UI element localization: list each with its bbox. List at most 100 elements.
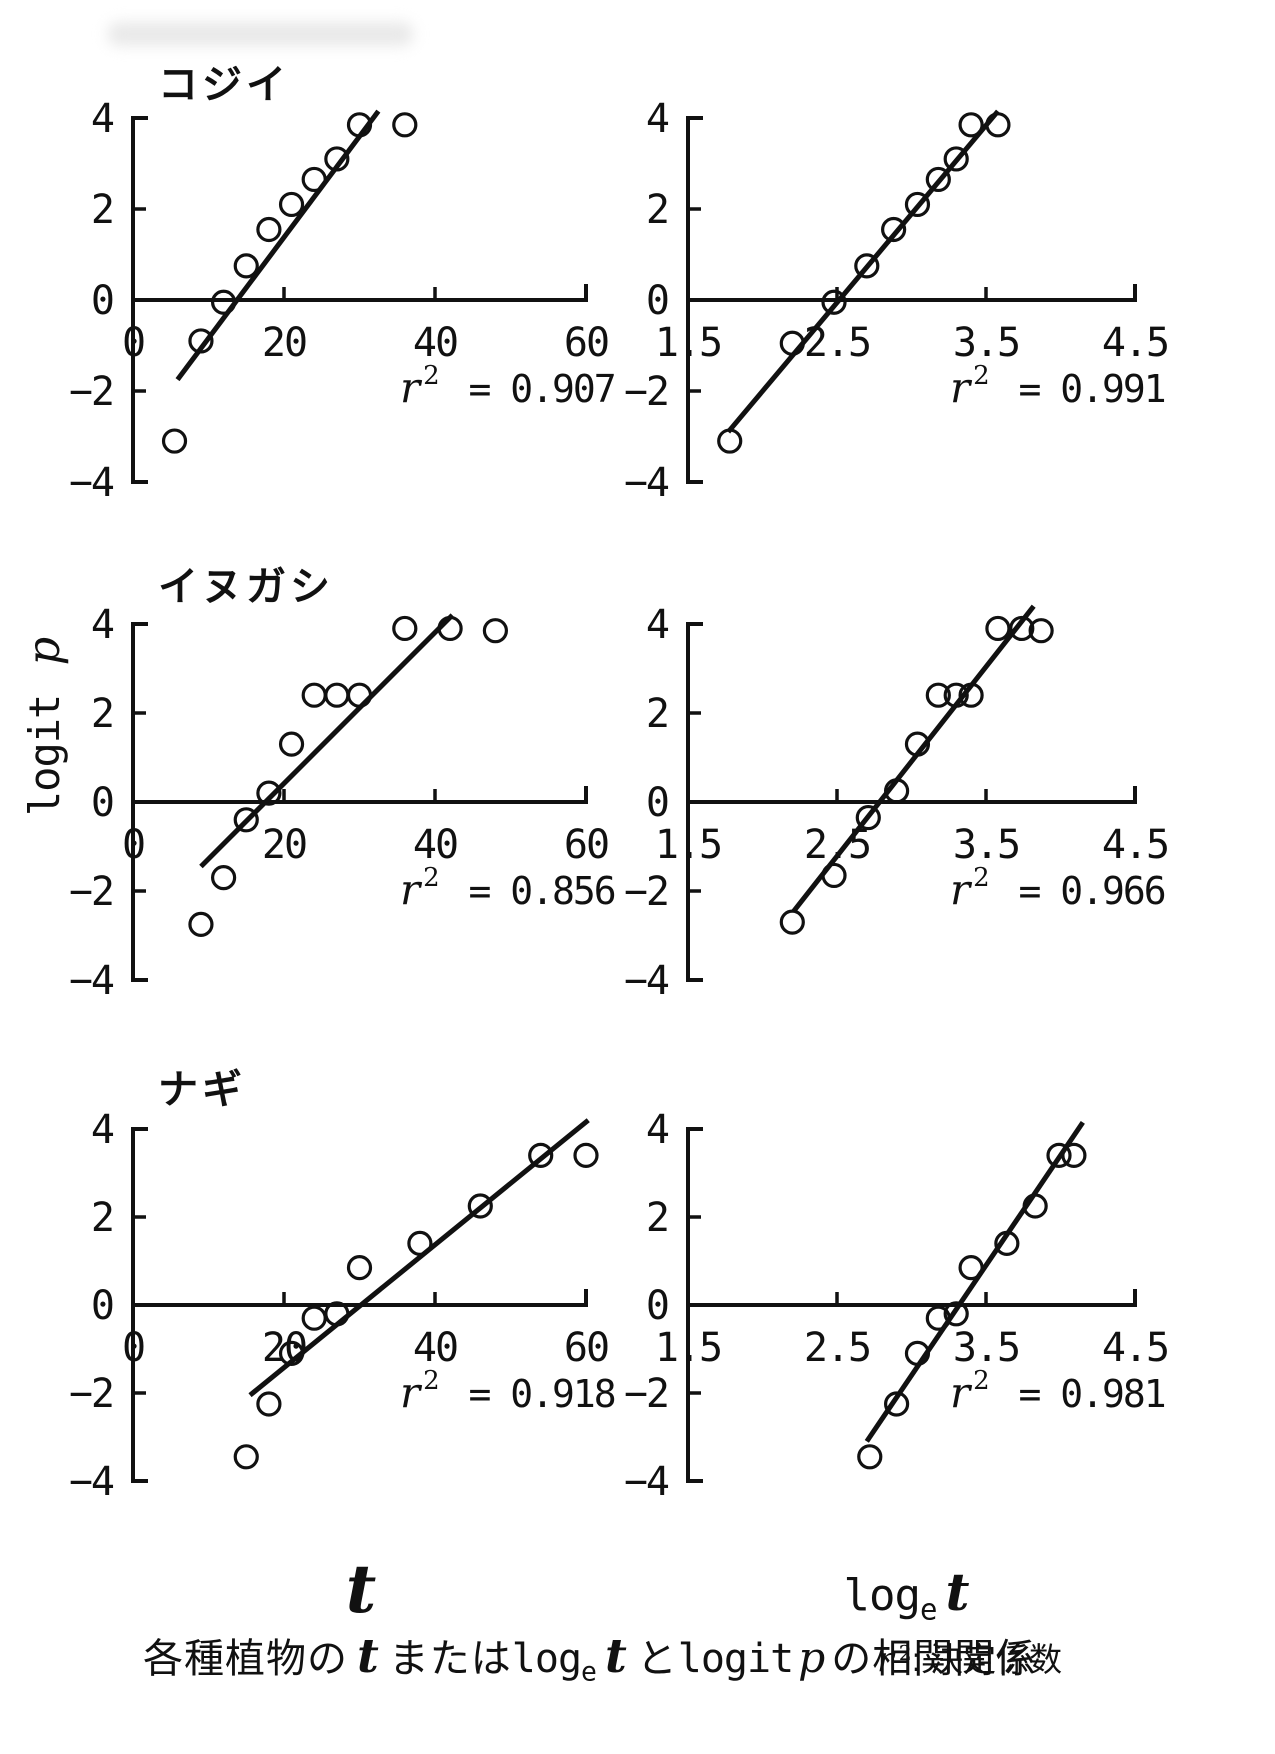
data-point [925,1305,951,1331]
y-tick-label: −2 [624,1371,668,1417]
x-axis [688,786,1137,804]
species-title: ナギ [158,1068,246,1112]
data-point [821,862,847,889]
text-segment: logit [677,1636,794,1682]
data-point [883,1391,910,1417]
text-segment: : 決定係数 [911,1641,1063,1678]
regression-line [864,1120,1085,1443]
data-point [779,909,805,935]
y-tick-label: 0 [646,278,668,324]
data-points [717,112,1011,454]
regression-line [248,1118,590,1398]
data-point [278,191,305,218]
y-tick-label: 4 [91,1107,114,1153]
data-point [857,1444,883,1470]
x-tick-label: 20 [262,320,306,366]
text-segment: p [19,636,70,666]
y-axis-title: logit p [19,616,70,832]
data-point [233,253,259,279]
data-point [324,146,350,172]
y-tick-label: 4 [646,602,669,648]
text-segment: の相関関係 [831,1637,1037,1681]
x-tick-label: 0 [122,320,144,366]
y-tick-label: −2 [69,369,113,415]
x-axis [133,1289,588,1307]
data-point [1046,1142,1072,1169]
regression-line [791,604,1036,913]
data-point [437,615,463,642]
data-points [188,615,508,937]
text-segment: t [345,1550,377,1628]
data-point [717,428,743,454]
data-point [301,1305,327,1331]
x-tick-label: 1.5 [655,320,721,366]
data-point [346,682,373,708]
data-point [985,112,1011,138]
data-point [943,682,969,708]
data-point [324,682,350,708]
data-point [855,804,881,831]
text-segment: 2 [898,1640,912,1665]
y-tick-label: 0 [91,278,113,324]
data-point [256,780,282,806]
x-tick-label: 3.5 [953,822,1019,868]
y-tick-label: 2 [91,691,113,737]
data-point [881,216,907,243]
x-axis [133,284,588,302]
y-tick-label: 4 [91,602,114,648]
subplot-nagi-loget: 4 2 0 −2 −4 1.5 2.5 3.5 4.5r 2 = 0.981 [624,1107,1170,1505]
y-tick-label: −2 [69,1371,113,1417]
x-tick-label: 4.5 [1102,1325,1168,1371]
text-segment: e [581,1656,597,1688]
subplot-kojii-loget: 420−2−41.5 2.5 3.5 4.5r 2 = 0.991 [624,96,1170,506]
y-tick-label: 4 [646,1107,669,1153]
y-tick-label: 4 [646,96,669,142]
x-tick-label: 40 [413,822,457,868]
subplot-inugashi-loget: 420−2−41.5 2.5 3.5 4.5r 2 = 0.966 [624,602,1170,1004]
y-tick-label: −4 [624,460,669,506]
species-title: イヌガシ [158,565,334,609]
data-point [943,1301,969,1327]
x-tick-label: 40 [413,1325,457,1371]
data-point [1028,618,1054,644]
data-point [211,865,237,891]
text-segment: logit [20,694,69,817]
text-segment: log [511,1636,582,1682]
data-points [161,112,418,454]
y-tick-label: 2 [91,1195,113,1241]
y-tick-label: 0 [646,780,668,826]
data-point [346,1254,373,1281]
x-axis [688,1289,1137,1307]
data-point [958,1254,984,1281]
regression-line [726,109,1000,434]
x-tick-label: 3.5 [953,1325,1019,1371]
data-point [324,1301,350,1327]
text-segment: e [920,1592,938,1627]
data-point [1061,1142,1087,1169]
text-segment: または [388,1637,512,1681]
scan-artifact [108,22,413,46]
data-point [994,1230,1020,1257]
data-point [256,216,282,243]
text-segment: t [357,1629,380,1684]
data-point [407,1230,433,1257]
x-tick-label: 20 [262,822,306,868]
y-tick-label: 2 [91,187,113,233]
data-point [233,1444,259,1470]
data-point [821,289,847,315]
y-tick-label: −4 [69,958,114,1004]
text-segment: t [604,1629,628,1684]
data-point [392,112,418,138]
x-axis-title-t: t [261,1550,461,1628]
data-point [854,253,880,279]
data-point [188,328,214,354]
data-point [467,1193,493,1219]
